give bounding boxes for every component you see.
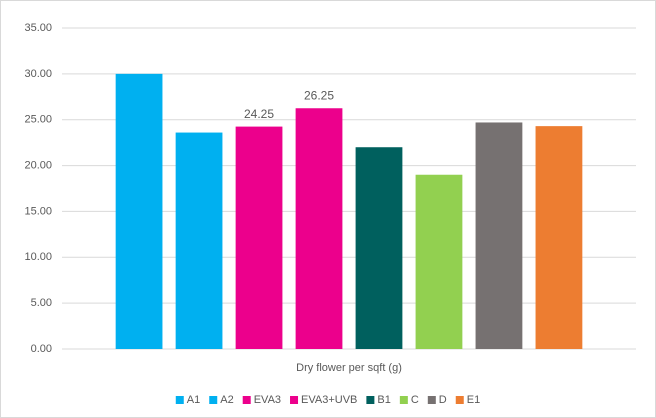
bar — [295, 108, 343, 349]
legend-swatch — [175, 396, 184, 404]
y-tick-label: 0.00 — [31, 343, 52, 355]
bar — [115, 73, 163, 349]
legend-swatch — [455, 396, 464, 404]
legend-swatch — [290, 396, 299, 404]
y-tick-label: 35.00 — [24, 22, 52, 34]
bar — [175, 132, 223, 349]
legend: A1 A2 EVA3 EVA3+UVB B1 C D E1 — [175, 394, 480, 406]
legend-label: D — [439, 394, 447, 406]
y-tick-label: 10.00 — [24, 251, 52, 263]
y-tick-label: 25.00 — [24, 114, 52, 126]
legend-label: A1 — [187, 394, 200, 406]
bar — [355, 147, 403, 349]
bar — [475, 122, 523, 349]
y-tick-label: 5.00 — [31, 297, 52, 309]
bar — [535, 126, 583, 350]
bar — [415, 174, 463, 349]
legend-swatch — [366, 396, 375, 404]
legend-swatch — [427, 396, 436, 404]
x-category-label: Dry flower per sqft (g) — [296, 362, 402, 374]
legend-label: E1 — [467, 394, 480, 406]
legend-label: B1 — [377, 394, 390, 406]
legend-swatch — [242, 396, 251, 404]
legend-label: EVA3 — [254, 394, 281, 406]
legend-swatch — [399, 396, 408, 404]
bar — [235, 126, 283, 349]
legend-label: EVA3+UVB — [301, 394, 357, 406]
data-label: 26.25 — [304, 88, 334, 102]
legend-label: A2 — [220, 394, 233, 406]
legend-swatch — [209, 396, 218, 404]
y-tick-label: 20.00 — [24, 159, 52, 171]
y-tick-label: 30.00 — [24, 68, 52, 80]
legend-label: C — [411, 394, 419, 406]
y-tick-label: 15.00 — [24, 205, 52, 217]
data-label: 24.25 — [244, 107, 274, 121]
